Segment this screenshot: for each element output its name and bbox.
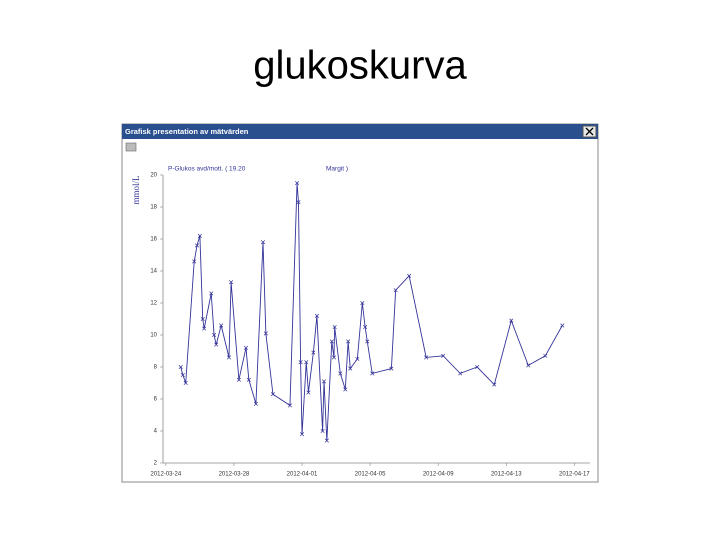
data-point [389,366,394,371]
data-point [365,339,370,344]
y-tick-label: 2 [154,461,158,467]
y-tick-label: 10 [150,333,157,339]
x-tick-label: 2012-04-17 [559,472,590,478]
data-point [458,371,463,376]
data-point [253,401,258,406]
slide-title: glukoskurva [253,44,467,88]
data-point [320,428,325,434]
data-point [360,300,365,306]
data-point [183,380,188,386]
data-point [212,332,217,338]
data-point [209,291,214,296]
legend-name: P-Glukos avd/mott. ( 19.20 [168,166,246,173]
window [121,123,599,483]
data-point [338,371,343,376]
data-point [492,382,497,387]
close-icon [585,127,594,136]
data-point [180,372,185,378]
data-point [200,316,205,322]
data-point [441,353,446,358]
window-title: Grafisk presentation av mätvärden [125,127,249,136]
y-tick-label: 12 [150,301,157,307]
data-point [321,379,327,384]
x-tick-label: 2012-03-28 [219,472,250,478]
data-point [324,438,329,443]
data-point [355,356,360,362]
y-axis-label: mmol/L [131,176,141,205]
data-point [236,377,241,382]
data-point [560,323,565,328]
data-point [475,364,480,370]
data-point [298,360,303,365]
y-tick-label: 16 [150,237,157,243]
data-point [526,363,531,368]
data-point [192,259,197,264]
x-tick-label: 2012-04-09 [423,472,454,478]
data-point [543,353,548,358]
data-point [509,318,514,323]
data-point [343,387,348,392]
data-point [424,355,429,360]
data-point [287,403,293,408]
title-bar [122,124,598,139]
data-point [202,326,207,331]
data-point [178,364,183,370]
data-point [295,180,300,186]
data-point [194,243,200,248]
x-tick-label: 2012-04-13 [491,472,522,478]
y-tick-label: 20 [150,173,157,179]
data-point [363,324,368,330]
x-tick-label: 2012-04-05 [355,472,386,478]
data-point [263,331,268,336]
data-point [306,390,311,395]
data-point [393,288,398,293]
y-tick-label: 18 [150,205,157,211]
data-point [260,240,266,245]
y-tick-label: 14 [150,269,157,275]
print-icon[interactable] [125,142,137,152]
legend-owner: Margit ) [326,166,348,173]
data-point [348,366,353,371]
data-point [219,323,224,328]
data-point [332,324,337,330]
data-point [331,355,336,360]
data-point [296,200,301,205]
data-point [214,342,219,347]
data-point [311,350,316,355]
data-point [304,360,309,365]
data-point [370,371,375,376]
data-point [270,392,275,397]
data-point [314,313,319,318]
y-tick-label: 4 [154,429,158,435]
data-point [246,377,251,382]
y-tick-label: 8 [154,365,158,371]
data-point [407,273,412,278]
data-point [346,339,351,344]
data-point [226,355,232,360]
x-tick-label: 2012-04-01 [287,472,318,478]
data-point [229,280,234,285]
data-point [329,339,334,344]
data-point [299,432,305,437]
data-point [243,345,249,350]
x-tick-label: 2012-03-24 [150,472,181,478]
y-tick-label: 6 [154,397,158,403]
data-point [197,233,202,238]
